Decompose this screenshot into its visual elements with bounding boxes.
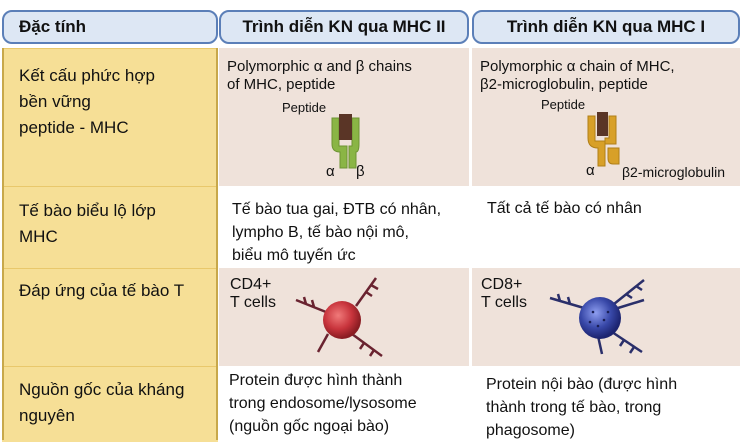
- header-mhc1: Trình diễn KN qua MHC I: [472, 10, 740, 44]
- row4-mhc2-line2: trong endosome/lysosome: [229, 395, 417, 412]
- row2-mhc1-cell: [472, 186, 740, 268]
- row4-mhc1-cell: [472, 366, 740, 442]
- row3-mhc1-label-top: CD8+: [481, 276, 523, 293]
- row1-mhc2-peptide-label: Peptide: [282, 100, 327, 115]
- row4-mhc2-cell: [219, 366, 469, 442]
- row2-mhc2-cell: [219, 186, 469, 268]
- row2-property-cell: Tế bào biểu lộ lớp MHC: [2, 186, 218, 268]
- header-mhc1-label: Trình diễn KN qua MHC I: [506, 17, 706, 36]
- row4-mhc1-line1: Protein nội bào (được hình: [486, 376, 678, 393]
- header-mhc2-label: Trình diễn KN qua MHC II: [242, 17, 446, 36]
- row3-mhc1-label-bottom: T cells: [481, 294, 527, 311]
- row2-property-line2: MHC: [19, 227, 58, 246]
- mhc2-peptide-top: [339, 114, 352, 140]
- row4-property-line2: nguyên: [19, 406, 75, 425]
- row2-mhc2-line1: Tế bào tua gai, ĐTB có nhân,: [232, 201, 442, 218]
- row1-mhc2-beta-label: β: [356, 163, 365, 180]
- row3-property-line1: Đáp ứng của tế bào T: [19, 281, 185, 300]
- mhc1-peptide: [597, 112, 608, 136]
- mhc1-alpha-right: [604, 115, 617, 145]
- row1-mhc1-caption-2: β2-microglobulin, peptide: [480, 76, 648, 93]
- row4-property-cell: Nguồn gốc của kháng nguyên: [2, 366, 218, 442]
- row2-mhc2-line2: lympho B, tế bào nội mô,: [232, 224, 409, 241]
- row1-property-line1: Kết cấu phức hợp: [19, 66, 155, 85]
- row1-mhc2-caption-1: Polymorphic α and β chains: [227, 58, 412, 75]
- row1-mhc1-alpha-label: α: [586, 162, 595, 179]
- header-property-label: Đặc tính: [19, 17, 87, 36]
- row3-property-cell: Đáp ứng của tế bào T: [2, 268, 218, 366]
- mhc2-alpha-chain: [331, 117, 348, 169]
- row4-property-line1: Nguồn gốc của kháng: [19, 380, 185, 399]
- cd8-tcell-diagram: [549, 279, 645, 355]
- row4-mhc1-line2: thành trong tế bào, trong: [486, 399, 662, 416]
- header-property: Đặc tính: [2, 10, 218, 44]
- row2-mhc2-line3: biểu mô tuyến ức: [232, 247, 356, 264]
- row3-mhc2-label-bottom: T cells: [230, 294, 276, 311]
- row2-mhc1-line1: Tất cả tế bào có nhân: [487, 200, 642, 217]
- row1-mhc2-caption-2: of MHC, peptide: [227, 76, 336, 93]
- mhc1-b2m: [607, 147, 620, 165]
- mhc2-beta-chain: [348, 117, 360, 169]
- mhc2-molecule-diagram: [331, 114, 360, 169]
- mhc1-alpha-chain: [587, 115, 606, 167]
- row1-property-line3: peptide - MHC: [19, 118, 129, 137]
- row1-mhc1-peptide-label: Peptide: [541, 97, 586, 112]
- row4-mhc2-line3: (nguồn gốc ngoại bào): [229, 418, 390, 435]
- cd8-cell-body: [579, 297, 621, 339]
- row3-mhc2-label-top: CD4+: [230, 276, 272, 293]
- row2-property-line1: Tế bào biểu lộ lớp: [19, 201, 156, 220]
- cd4-cell-body: [323, 301, 361, 339]
- row1-property-cell: Kết cấu phức hợp bền vững peptide - MHC: [2, 48, 218, 186]
- row4-mhc1-line3: phagosome): [486, 422, 575, 439]
- cd4-tcell-diagram: [295, 277, 383, 358]
- row1-mhc1-caption-1: Polymorphic α chain of MHC,: [480, 58, 675, 75]
- mhc1-molecule-diagram: [587, 112, 620, 167]
- row4-mhc2-line1: Protein được hình thành: [229, 372, 403, 389]
- header-mhc2: Trình diễn KN qua MHC II: [219, 10, 469, 44]
- row1-mhc1-b2m-label: β2-microglobulin: [622, 164, 725, 180]
- row1-mhc2-alpha-label: α: [326, 163, 335, 180]
- row1-property-line2: bền vững: [19, 92, 91, 111]
